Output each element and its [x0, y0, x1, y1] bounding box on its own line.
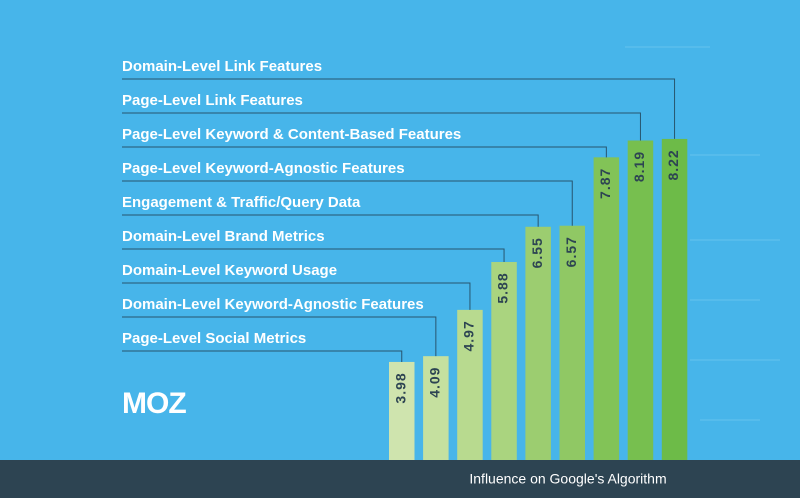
leader-line: [122, 316, 437, 357]
category-label: Engagement & Traffic/Query Data: [122, 194, 361, 211]
category-label: Page-Level Keyword & Content-Based Featu…: [122, 126, 461, 143]
value-label: 6.57: [563, 236, 579, 267]
category-label: Domain-Level Brand Metrics: [122, 228, 325, 245]
leader-line: [122, 112, 641, 141]
value-label: 7.87: [597, 168, 613, 199]
logo: MOZ: [122, 387, 186, 420]
value-label: 3.98: [392, 372, 408, 403]
category-label: Domain-Level Link Features: [122, 58, 322, 75]
category-label: Domain-Level Keyword Usage: [122, 262, 337, 279]
category-label: Page-Level Link Features: [122, 92, 303, 109]
category-label: Page-Level Keyword-Agnostic Features: [122, 160, 405, 177]
value-label: 4.09: [427, 367, 443, 398]
leader-line: [122, 146, 607, 158]
value-label: 8.22: [665, 149, 681, 180]
bar: [457, 309, 483, 460]
bar: [559, 225, 585, 460]
bar: [661, 138, 688, 461]
leader-line: [122, 78, 676, 139]
value-label: 5.88: [495, 272, 511, 303]
leader-line: [122, 350, 403, 362]
leader-line: [122, 214, 539, 227]
leader-line: [122, 282, 471, 310]
bar: [423, 356, 449, 460]
bar: [525, 226, 551, 460]
value-label: 4.97: [461, 320, 477, 351]
category-label: Domain-Level Keyword-Agnostic Features: [122, 296, 424, 313]
bar: [593, 157, 620, 460]
bar: [389, 361, 415, 460]
value-label: 8.19: [631, 151, 647, 182]
leader-line: [122, 180, 573, 226]
value-label: 6.55: [529, 237, 545, 268]
decor-lines: [625, 46, 780, 421]
bar: [491, 262, 517, 460]
footer-bar: [0, 460, 800, 498]
category-label: Page-Level Social Metrics: [122, 330, 306, 347]
bar: [627, 140, 654, 461]
leader-line: [122, 248, 505, 263]
x-axis-label: Influence on Google's Algorithm: [469, 471, 666, 487]
